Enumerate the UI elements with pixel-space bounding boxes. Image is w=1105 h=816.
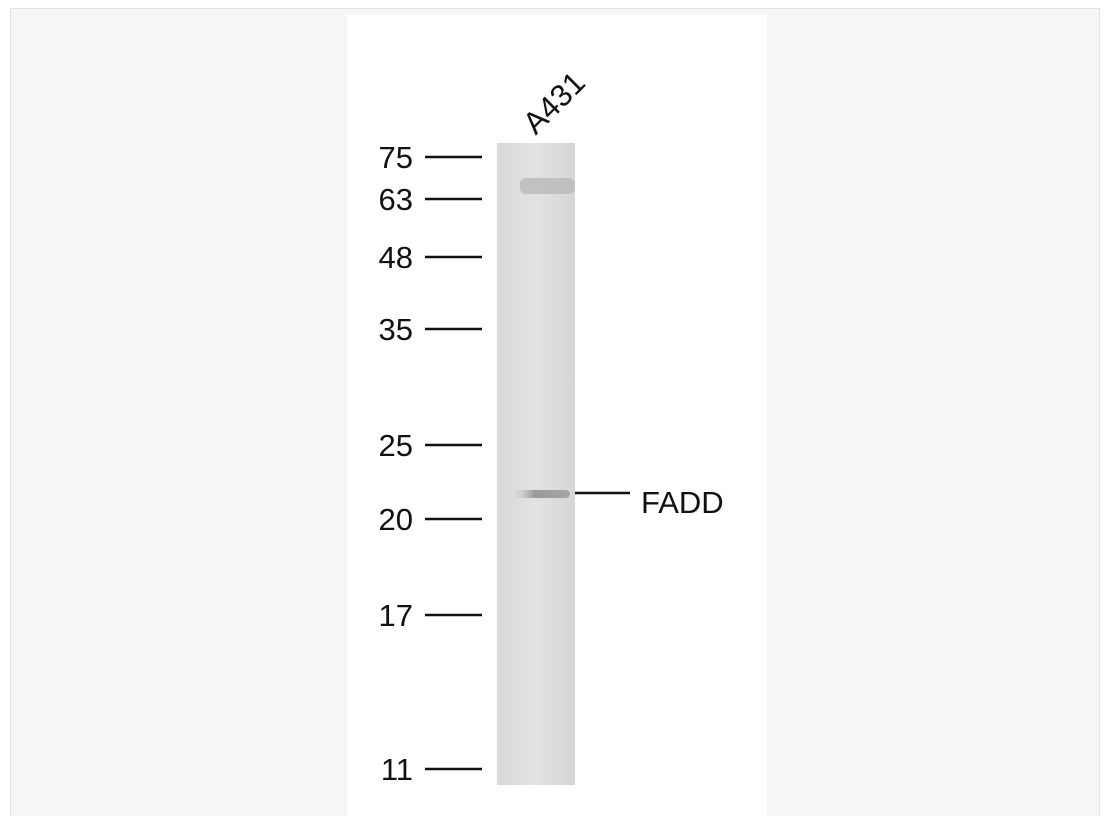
marker-label: 20 xyxy=(379,502,413,537)
target-band xyxy=(515,490,570,498)
figure-frame: A431 7563483525201711 FADD xyxy=(0,0,1105,816)
marker-label: 75 xyxy=(379,140,413,175)
marker-label: 17 xyxy=(379,598,413,633)
marker-label: 63 xyxy=(379,182,413,217)
nonspecific-band xyxy=(520,178,575,194)
marker-label: 11 xyxy=(381,752,413,787)
marker-label: 35 xyxy=(379,312,413,347)
band-label: FADD xyxy=(641,485,724,520)
marker-label: 25 xyxy=(379,428,413,463)
lane xyxy=(497,143,575,785)
page: A431 7563483525201711 FADD (() => { cons… xyxy=(0,0,1105,816)
marker-label: 48 xyxy=(379,240,413,275)
